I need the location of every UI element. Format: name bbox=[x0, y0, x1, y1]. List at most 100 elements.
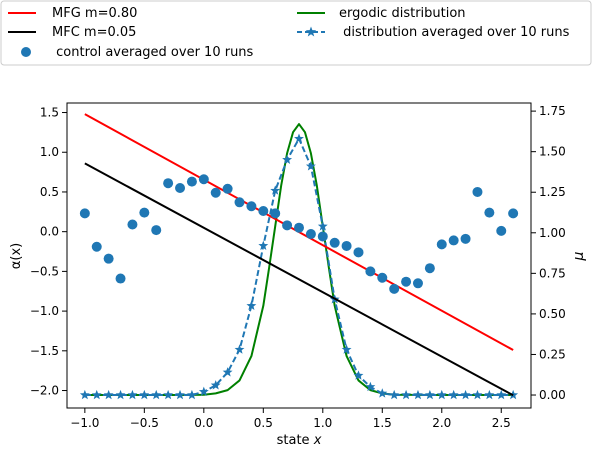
legend-label-ergodic: ergodic distribution bbox=[339, 6, 466, 21]
right-tick-label: 0.25 bbox=[539, 347, 566, 361]
x-axis-label: state x bbox=[277, 433, 322, 448]
distribution-marker bbox=[413, 389, 423, 400]
distribution-marker bbox=[282, 154, 293, 164]
control-point bbox=[317, 231, 328, 242]
control-point bbox=[79, 208, 90, 219]
control-point bbox=[436, 239, 447, 250]
distribution-marker bbox=[389, 389, 400, 400]
right-tick-label: 0.00 bbox=[539, 388, 566, 402]
x-tick-label: −0.5 bbox=[130, 416, 159, 430]
distribution-marker bbox=[484, 389, 495, 400]
series-1 bbox=[84, 162, 514, 397]
right-tick-label: 1.00 bbox=[539, 226, 566, 240]
control-point bbox=[353, 247, 364, 258]
distribution-marker bbox=[139, 389, 150, 400]
control-point bbox=[472, 186, 483, 197]
control-point bbox=[246, 201, 257, 212]
control-point bbox=[282, 220, 293, 231]
distribution-marker bbox=[79, 389, 90, 400]
distribution-marker bbox=[424, 389, 435, 400]
distribution-marker bbox=[401, 389, 412, 400]
control-point bbox=[222, 183, 233, 194]
distribution-marker bbox=[163, 389, 174, 400]
left-axis-label: α(x) bbox=[9, 243, 24, 269]
control-point bbox=[484, 207, 495, 218]
control-point bbox=[341, 240, 352, 251]
x-tick-label: −1.0 bbox=[70, 416, 99, 430]
distribution-marker bbox=[496, 389, 507, 400]
distribution-marker bbox=[317, 221, 328, 231]
series-4 bbox=[79, 133, 519, 400]
control-point bbox=[139, 207, 150, 218]
distribution-marker bbox=[127, 389, 138, 400]
control-point bbox=[365, 266, 376, 277]
control-point bbox=[401, 276, 412, 287]
control-point bbox=[448, 235, 459, 246]
control-point bbox=[151, 225, 162, 236]
left-axis-ticks: 1.5 1.0 0.5 0.0 −0.5 −1.0 −1.5 −2.0 bbox=[30, 106, 67, 398]
control-point bbox=[91, 241, 102, 252]
series-layer bbox=[79, 113, 519, 400]
legend-label-distribution: distribution averaged over 10 runs bbox=[339, 25, 570, 40]
plot-frame bbox=[66, 102, 532, 409]
distribution-marker bbox=[175, 389, 185, 400]
distribution-marker bbox=[246, 300, 257, 310]
left-tick-label: −1.0 bbox=[30, 304, 59, 318]
left-tick-label: −1.5 bbox=[30, 344, 59, 358]
distribution-marker bbox=[270, 185, 281, 195]
distribution-marker bbox=[186, 389, 197, 400]
series-line-4 bbox=[84, 137, 514, 397]
control-point bbox=[270, 208, 281, 219]
distribution-marker bbox=[377, 388, 388, 398]
x-axis-ticks: −1.0 −0.5 0.0 0.5 1.0 1.5 2.0 2.5 bbox=[70, 408, 511, 430]
distribution-marker bbox=[234, 344, 245, 354]
control-point bbox=[496, 225, 507, 236]
left-tick-label: 0.5 bbox=[40, 185, 59, 199]
distribution-marker bbox=[103, 389, 114, 400]
control-point bbox=[103, 253, 114, 264]
plot-area: −1.0 −0.5 0.0 0.5 1.0 1.5 2.0 2.5 1.51.00.50.0−… bbox=[30, 102, 566, 430]
legend-label-mfc: MFC m=0.05 bbox=[52, 25, 136, 40]
legend-handle-control bbox=[21, 47, 31, 57]
right-axis-ticks: 1.75 1.50 1.25 1.00 0.75 0.50 0.25 0.00 bbox=[531, 104, 566, 402]
right-tick-label: 0.50 bbox=[539, 307, 566, 321]
x-tick-label: 1.5 bbox=[373, 416, 392, 430]
distribution-marker bbox=[305, 161, 316, 171]
distribution-marker bbox=[294, 133, 304, 143]
distribution-marker bbox=[210, 380, 221, 390]
left-tick-label: 1.0 bbox=[40, 145, 59, 159]
distribution-marker bbox=[365, 381, 376, 392]
distribution-marker bbox=[222, 367, 233, 377]
left-tick-label: −0.5 bbox=[30, 264, 59, 278]
right-tick-label: 1.25 bbox=[539, 185, 566, 199]
distribution-marker bbox=[115, 389, 126, 400]
legend: MFG m=0.80 MFC m=0.05 control averaged o… bbox=[0, 0, 592, 66]
left-tick-label: −2.0 bbox=[30, 384, 59, 398]
distribution-marker bbox=[353, 370, 364, 380]
control-point bbox=[460, 233, 471, 244]
distribution-marker bbox=[91, 389, 102, 400]
legend-label-control: control averaged over 10 runs bbox=[52, 45, 254, 60]
control-point bbox=[210, 187, 221, 198]
control-point bbox=[412, 278, 423, 289]
control-point bbox=[258, 206, 269, 217]
control-point bbox=[186, 176, 197, 187]
control-point bbox=[234, 197, 245, 208]
x-tick-label: 0.5 bbox=[254, 416, 273, 430]
series-3 bbox=[84, 123, 514, 397]
control-point bbox=[198, 174, 209, 185]
control-point bbox=[389, 283, 400, 294]
distribution-marker bbox=[472, 389, 483, 400]
distribution-marker bbox=[151, 389, 162, 400]
x-tick-label: 1.0 bbox=[313, 416, 332, 430]
control-point bbox=[115, 273, 126, 284]
control-point bbox=[175, 182, 186, 193]
series-line-3 bbox=[84, 123, 514, 397]
left-tick-label: 1.5 bbox=[40, 106, 59, 120]
legend-frame bbox=[0, 0, 592, 66]
right-tick-label: 1.75 bbox=[539, 104, 566, 118]
control-point bbox=[377, 272, 388, 283]
distribution-marker bbox=[460, 389, 471, 400]
right-tick-label: 0.75 bbox=[539, 266, 566, 280]
x-tick-label: 2.0 bbox=[432, 416, 451, 430]
